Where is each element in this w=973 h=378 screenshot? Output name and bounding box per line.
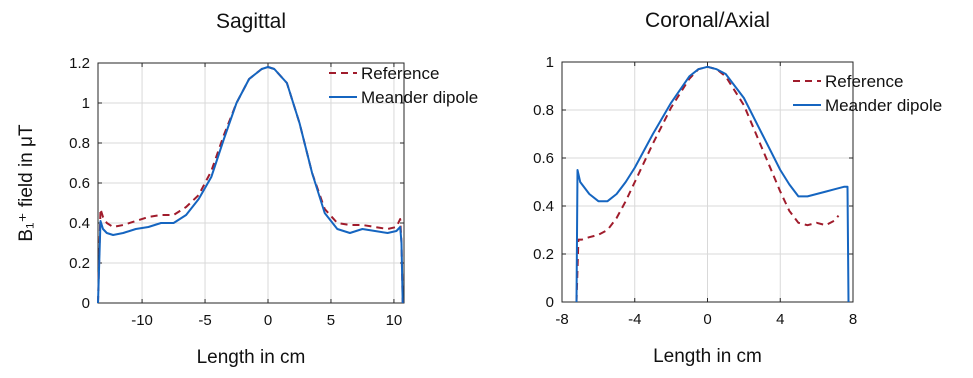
y-tick-label: 0.4	[533, 198, 554, 215]
x-tick-label: 4	[776, 311, 784, 328]
series-line-reference	[97, 66, 404, 304]
y-tick-label: 1	[546, 54, 554, 71]
y-tick-label: 0	[82, 295, 90, 312]
y-tick-label: 0.6	[69, 175, 90, 192]
legend-label: Meander dipole	[361, 88, 478, 107]
x-axis-label: Length in cm	[197, 347, 306, 368]
y-tick-label: 0	[546, 294, 554, 311]
series-line-reference	[575, 65, 840, 303]
x-axis-label: Length in cm	[653, 346, 762, 367]
chart-1: -8 -4 0 4 8 0 0.2 0.4 0.6 0.8 1 Coronal/Axial Length…	[533, 9, 942, 367]
legend-label: Meander dipole	[825, 96, 942, 115]
y-tick-label: 0.8	[69, 135, 90, 152]
series-line-meander-dipole	[575, 65, 850, 303]
x-tick-label: 0	[264, 312, 272, 329]
x-tick-label: -8	[555, 311, 568, 328]
x-tick-label: -5	[198, 312, 211, 329]
series-line-meander-dipole	[97, 66, 404, 304]
x-tick-label: 0	[703, 311, 711, 328]
x-tick-label: -10	[131, 312, 153, 329]
y-tick-label: 0.8	[533, 102, 554, 119]
y-tick-label: 0.2	[69, 255, 90, 272]
x-tick-label: -4	[628, 311, 641, 328]
chart-title: Coronal/Axial	[645, 9, 770, 32]
legend: Reference Meander dipole	[329, 64, 478, 107]
legend-label: Reference	[361, 64, 439, 83]
y-axis-label: B₁⁺ field in μT	[16, 124, 37, 242]
chart-title: Sagittal	[216, 10, 286, 33]
x-tick-label: 10	[386, 312, 403, 329]
y-tick-label: 1.2	[69, 55, 90, 72]
chart-0: -10 -5 0 5 10 0 0.2 0.4 0.6 0.8 1 1.2 Sagittal Length…	[16, 10, 478, 368]
x-tick-label: 8	[849, 311, 857, 328]
y-tick-label: 0.6	[533, 150, 554, 167]
legend: Reference Meander dipole	[793, 72, 942, 115]
y-tick-label: 1	[82, 95, 90, 112]
y-tick-label: 0.4	[69, 215, 90, 232]
x-tick-label: 5	[327, 312, 335, 329]
y-tick-label: 0.2	[533, 246, 554, 263]
legend-label: Reference	[825, 72, 903, 91]
